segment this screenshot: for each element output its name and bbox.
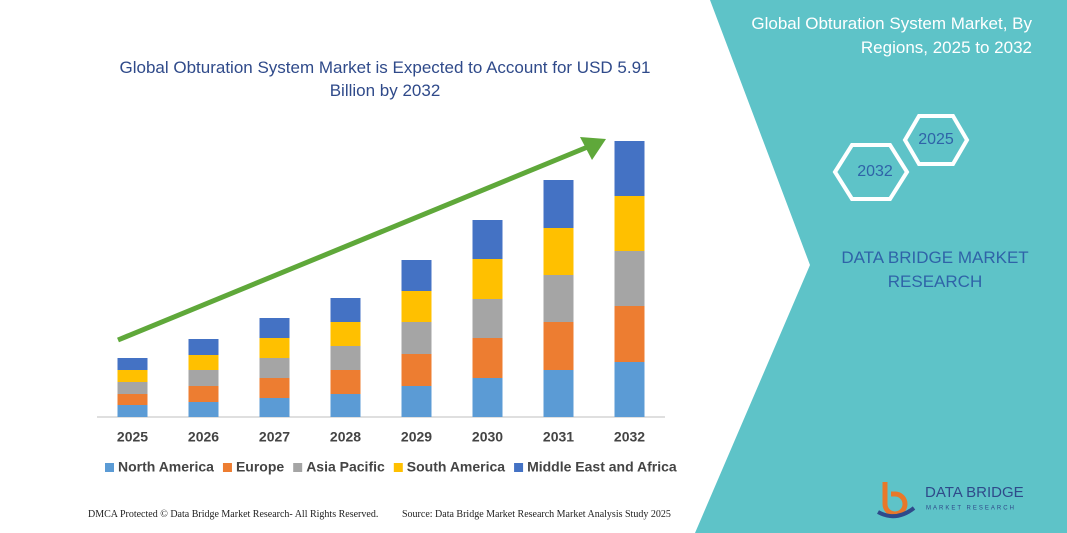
- legend-label: North America: [118, 459, 214, 475]
- bar-segment: [543, 180, 574, 228]
- bar-segment: [117, 382, 148, 394]
- footer-right: Source: Data Bridge Market Research Mark…: [402, 509, 671, 520]
- legend-label: Asia Pacific: [306, 459, 385, 475]
- hexagon-label: 2032: [857, 163, 893, 180]
- legend-swatch: [222, 463, 232, 472]
- bar-segment: [330, 298, 361, 322]
- chart-title: Global Obturation System Market is Expec…: [119, 58, 651, 100]
- trend-arrow: [117, 143, 591, 343]
- bar-segment: [472, 299, 503, 338]
- bar-segment: [188, 402, 219, 417]
- bar-segment: [259, 318, 290, 338]
- x-tick-label: 2029: [401, 429, 432, 445]
- bar-segment: [472, 378, 503, 417]
- logo-text: DATA BRIDGE: [925, 484, 1024, 501]
- bar-segment: [401, 260, 432, 291]
- bar-segment: [614, 141, 645, 196]
- bar-segment: [188, 355, 219, 370]
- legend-swatch: [105, 463, 114, 472]
- bar-segment: [543, 228, 574, 275]
- hexagon: [832, 143, 910, 201]
- x-tick-label: 2031: [543, 429, 574, 445]
- bar-segment: [543, 370, 574, 417]
- footer-left: DMCA Protected © Data Bridge Market Rese…: [88, 509, 379, 520]
- bar-segment: [188, 386, 219, 402]
- bar-segment: [401, 322, 432, 354]
- bar-segment: [472, 259, 503, 299]
- legend-swatch: [293, 463, 303, 472]
- logo-subtext: MARKET RESEARCH: [926, 506, 1016, 512]
- bar-segment: [259, 358, 290, 378]
- bar-segment: [614, 196, 645, 251]
- bar-segment: [188, 370, 219, 386]
- panel-title: Global Obturation System Market, By Regi…: [751, 14, 1032, 57]
- bar-segment: [259, 398, 290, 417]
- x-tick-label: 2030: [472, 429, 503, 445]
- bar-segment: [117, 394, 148, 405]
- bar-segment: [330, 370, 361, 394]
- side-panel: [695, 0, 1067, 533]
- legend-label: Europe: [236, 459, 284, 475]
- legend-swatch: [393, 463, 403, 472]
- bar-segment: [472, 220, 503, 259]
- hexagon: [902, 114, 970, 166]
- bar-segment: [401, 386, 432, 417]
- bar-segment: [472, 338, 503, 378]
- bar-segment: [401, 291, 432, 322]
- x-tick-label: 2025: [117, 429, 148, 445]
- bar-segment: [401, 354, 432, 386]
- bar-segment: [188, 339, 219, 355]
- x-tick-label: 2032: [614, 429, 645, 445]
- legend-label: Middle East and Africa: [527, 459, 677, 475]
- x-tick-label: 2028: [330, 429, 361, 445]
- bar-segment: [259, 378, 290, 398]
- bar-segment: [614, 362, 645, 417]
- bar-segment: [259, 338, 290, 358]
- logo: [877, 482, 916, 519]
- brand: DATA BRIDGE MARKET RESEARCH: [841, 248, 1029, 291]
- legend-label: South America: [407, 459, 505, 475]
- bar-segment: [614, 251, 645, 306]
- bar-segment: [330, 394, 361, 417]
- bar-segment: [117, 370, 148, 382]
- arrow-head: [580, 137, 606, 160]
- bar-segment: [330, 322, 361, 346]
- bar-segment: [614, 306, 645, 362]
- bar-segment: [543, 275, 574, 322]
- x-tick-label: 2026: [188, 429, 219, 445]
- x-tick-label: 2027: [259, 429, 290, 445]
- bar-segment: [117, 405, 148, 417]
- legend-swatch: [514, 463, 524, 472]
- bar-segment: [543, 322, 574, 370]
- bar-segment: [330, 346, 361, 370]
- bar-segment: [117, 358, 148, 370]
- hexagon-label: 2025: [918, 131, 954, 148]
